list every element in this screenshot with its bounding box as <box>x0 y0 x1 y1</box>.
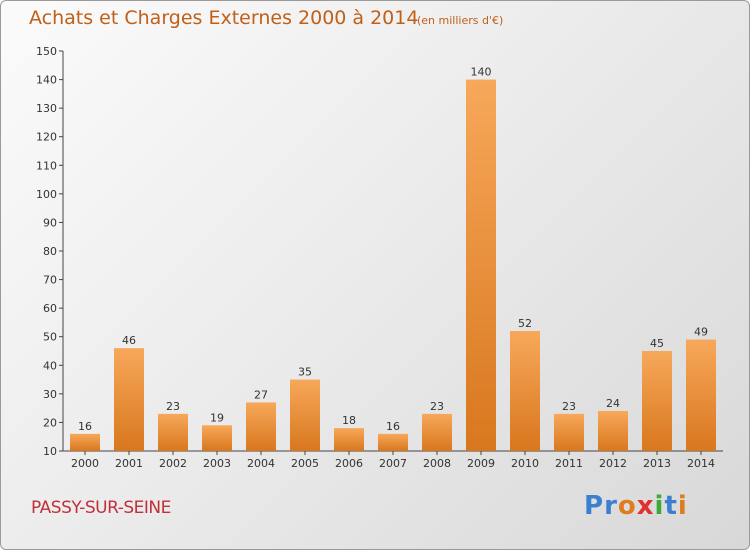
x-tick-label: 2002 <box>159 457 187 470</box>
y-tick-label: 90 <box>43 216 57 229</box>
x-tick-label: 2014 <box>687 457 715 470</box>
x-tick-label: 2010 <box>511 457 539 470</box>
bar <box>158 413 188 451</box>
bar <box>378 433 408 451</box>
data-label: 18 <box>342 414 356 427</box>
bar <box>334 428 364 451</box>
data-label: 16 <box>78 420 92 433</box>
x-tick-label: 2006 <box>335 457 363 470</box>
bar <box>114 348 144 451</box>
x-tick-label: 2005 <box>291 457 319 470</box>
data-label: 45 <box>650 337 664 350</box>
bar <box>510 331 540 451</box>
bar <box>422 413 452 451</box>
x-tick-label: 2013 <box>643 457 671 470</box>
y-tick-label: 50 <box>43 331 57 344</box>
x-tick-label: 2009 <box>467 457 495 470</box>
data-label: 52 <box>518 317 532 330</box>
bar <box>642 351 672 451</box>
data-label: 16 <box>386 420 400 433</box>
y-tick-label: 140 <box>36 74 57 87</box>
x-tick-label: 2003 <box>203 457 231 470</box>
data-label: 19 <box>210 411 224 424</box>
bar <box>202 425 232 451</box>
bar <box>598 411 628 451</box>
y-tick-label: 100 <box>36 188 57 201</box>
y-tick-label: 150 <box>36 45 57 58</box>
bar <box>246 402 276 451</box>
data-label: 140 <box>471 66 492 79</box>
data-label: 35 <box>298 366 312 379</box>
y-tick-label: 20 <box>43 416 57 429</box>
bar <box>290 379 320 451</box>
data-label: 49 <box>694 326 708 339</box>
x-tick-label: 2008 <box>423 457 451 470</box>
bar <box>466 79 496 452</box>
y-tick-label: 30 <box>43 388 57 401</box>
chart-title: Achats et Charges Externes 2000 à 2014 <box>29 7 419 29</box>
y-tick-label: 130 <box>36 102 57 115</box>
y-tick-label: 60 <box>43 302 57 315</box>
data-label: 23 <box>166 400 180 413</box>
proxiti-logo: Proxiti <box>584 491 688 521</box>
unit-label: (en milliers d'€) <box>417 14 504 27</box>
x-tick-label: 2000 <box>71 457 99 470</box>
y-tick-label: 40 <box>43 359 57 372</box>
data-label: 23 <box>562 400 576 413</box>
place-name: PASSY-SUR-SEINE <box>31 498 171 518</box>
y-tick-label: 10 <box>43 445 57 458</box>
data-label: 23 <box>430 400 444 413</box>
x-tick-label: 2011 <box>555 457 583 470</box>
x-tick-label: 2004 <box>247 457 275 470</box>
x-tick-label: 2001 <box>115 457 143 470</box>
data-label: 46 <box>122 334 136 347</box>
y-tick-label: 80 <box>43 245 57 258</box>
x-tick-label: 2007 <box>379 457 407 470</box>
y-tick-label: 70 <box>43 274 57 287</box>
bar <box>554 413 584 451</box>
y-tick-label: 110 <box>36 159 57 172</box>
x-tick-label: 2012 <box>599 457 627 470</box>
bar <box>686 339 716 451</box>
bar <box>70 433 100 451</box>
data-label: 27 <box>254 388 268 401</box>
y-tick-label: 120 <box>36 131 57 144</box>
data-label: 24 <box>606 397 620 410</box>
